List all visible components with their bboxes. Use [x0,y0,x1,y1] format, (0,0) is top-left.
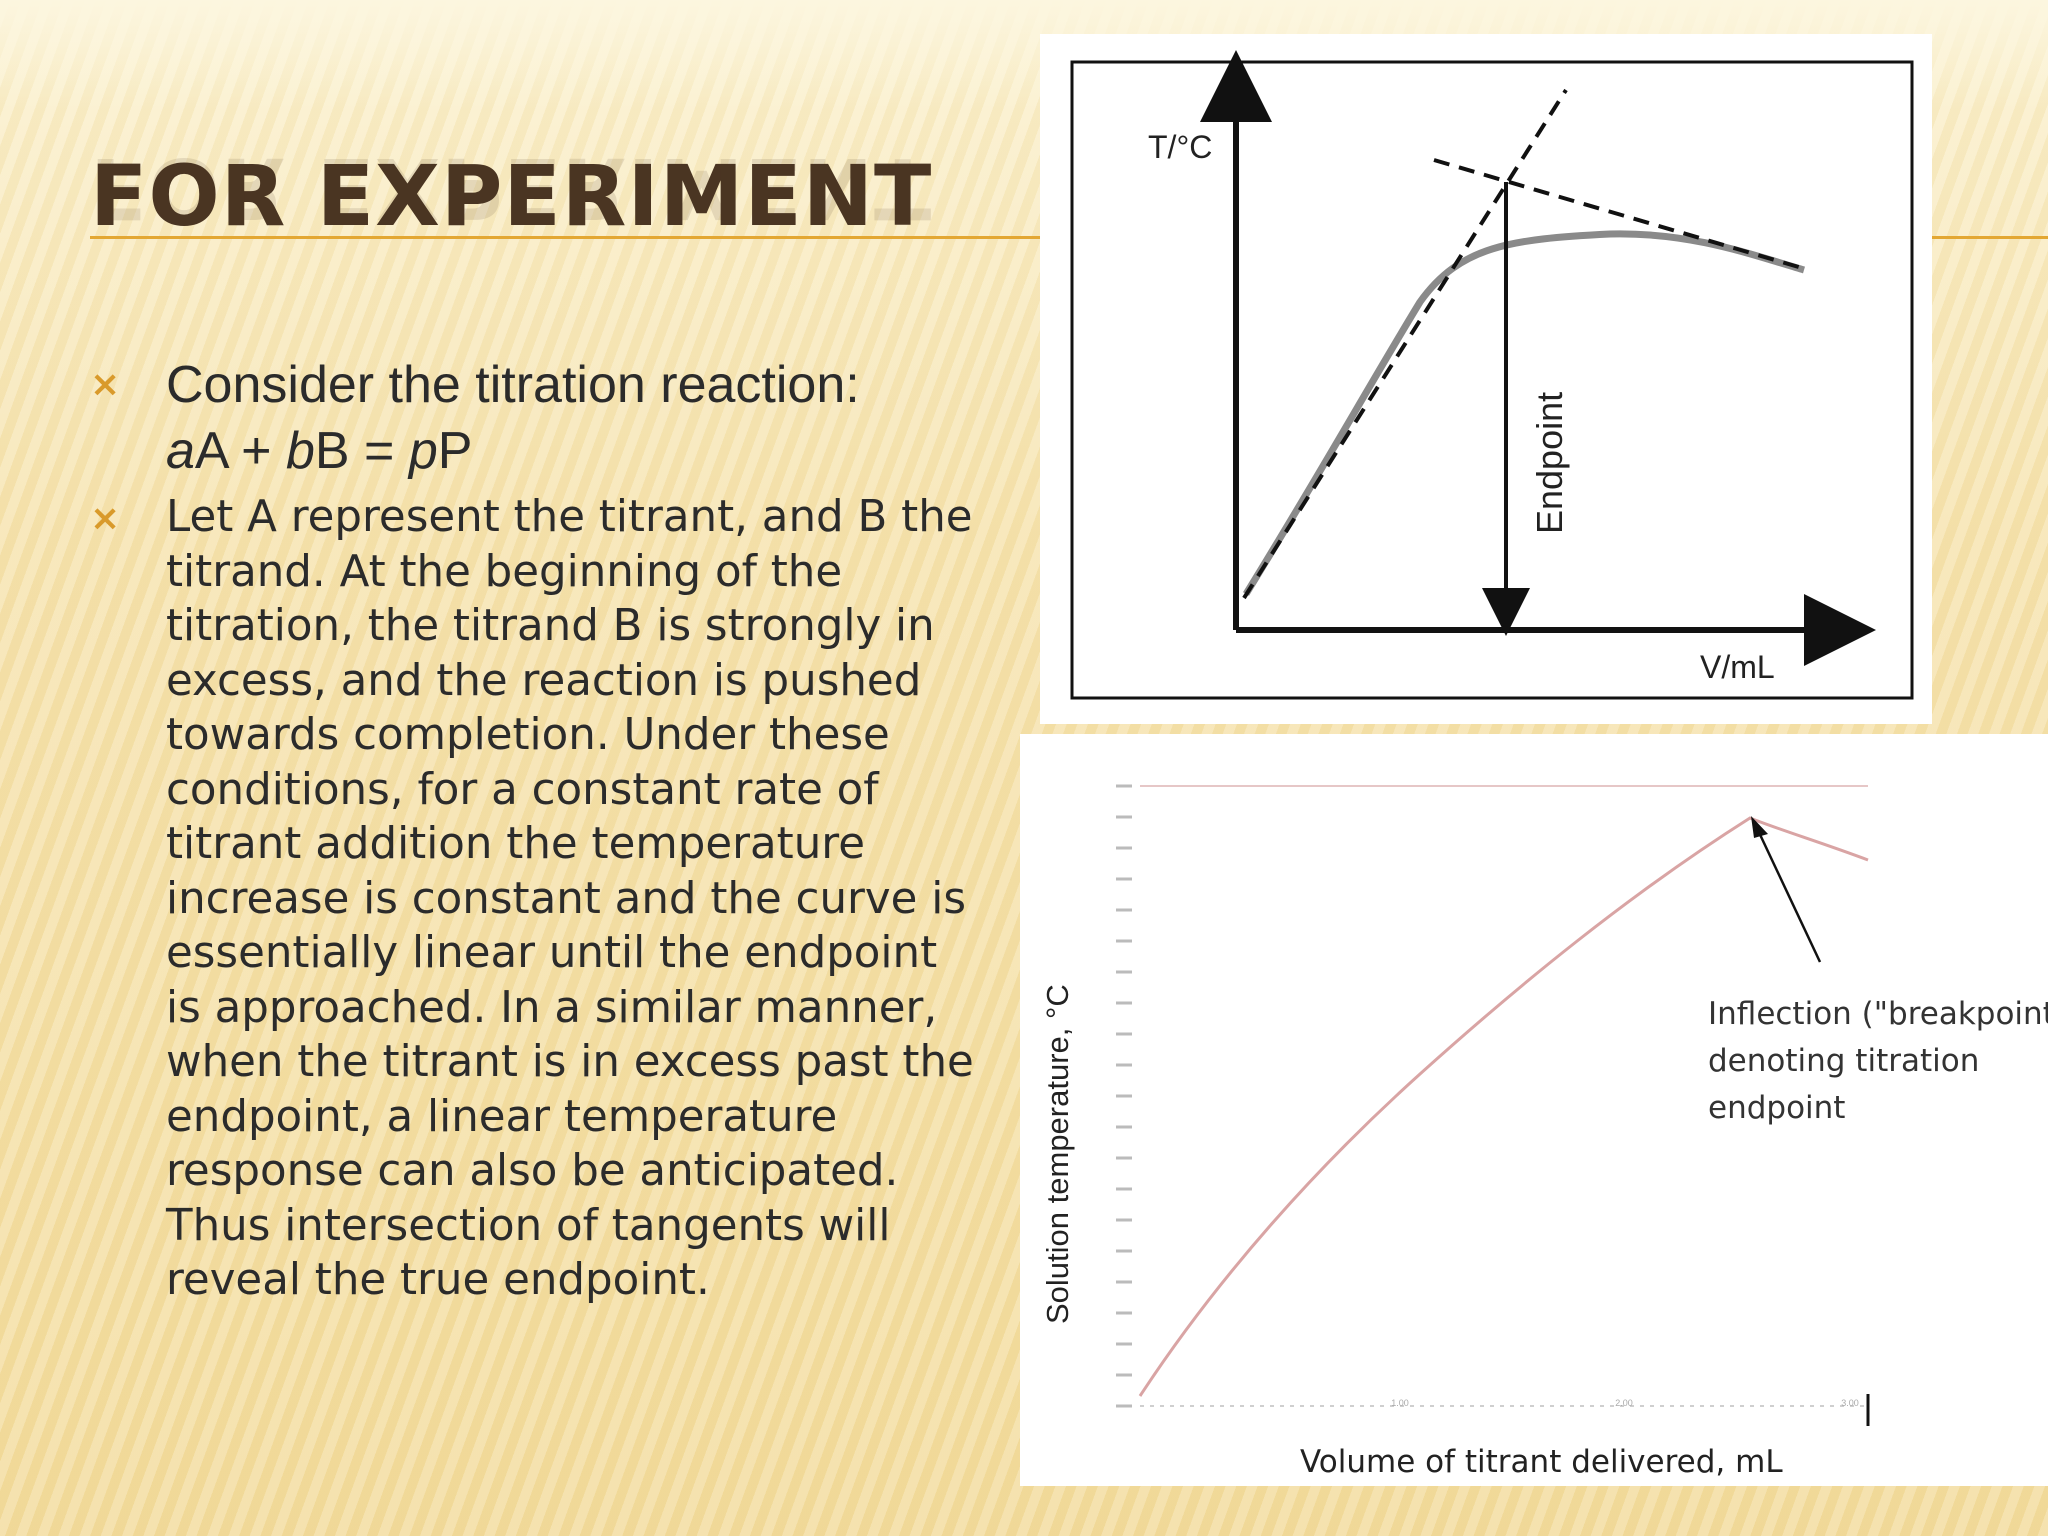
text-line: titration, the titrand B is strongly in [166,601,935,651]
annotation-line: endpoint [1708,1090,1845,1126]
text-line: essentially linear until the endpoint [166,928,938,978]
bullet-item-reaction: × Consider the titration reaction: aA + … [90,352,1040,484]
bullet-list: × Consider the titration reaction: aA + … [90,352,1040,1308]
text-line: titrant addition the temperature [166,819,865,869]
species-b: B = [314,422,409,480]
coef-a: a [166,422,195,480]
temperature-series [1138,816,1869,1397]
tangent-line-1 [1242,88,1568,600]
text-line: response can also be anticipated. [166,1146,899,1196]
coef-p: p [408,422,438,480]
endpoint-label: Endpoint [1529,392,1570,534]
annotation-line: denoting titration [1708,1043,1979,1079]
text-line: increase is constant and the curve is [166,873,967,924]
text-line: endpoint, a linear temperature [166,1091,838,1142]
species-a: A + [194,422,286,480]
y-axis-label: T/°C [1148,129,1212,165]
bullet-item-explanation: × Let A represent the titrant, and B the… [90,490,1040,1308]
bullet-text: Consider the titration reaction: [166,356,860,414]
bullet-marker-icon: × [90,364,121,405]
reaction-equation: aA + bB = pP [166,418,1040,484]
x-tick-label: 3.00 [1841,1398,1859,1408]
annotation-line: Inflection ("breakpoint") [1708,996,2048,1032]
chart-temperature-panel: 1.00 2.00 3.00 Inflection ("breakpoint")… [1020,734,2048,1486]
chart-temperature: 1.00 2.00 3.00 Inflection ("breakpoint")… [1040,784,2048,1480]
breakpoint-arrowhead [1751,816,1768,838]
x-axis-label: Volume of titrant delivered, mL [1300,1444,1783,1480]
bullet-paragraph: Let A represent the titrant, and B the t… [166,490,1040,1308]
x-axis-label: V/mL [1700,649,1775,685]
tangent-line-2 [1433,158,1803,270]
coef-b: b [286,422,315,480]
chart-schematic: T/°C V/mL Endpoint [1070,50,1914,700]
breakpoint-arrow-line [1754,825,1822,963]
bullet-marker-icon: × [90,498,121,539]
text-line: excess, and the reaction is pushed [166,655,922,706]
y-axis-label: Solution temperature, °C [1040,984,1075,1324]
species-p: P [437,422,473,480]
x-tick-label: 2.00 [1615,1398,1633,1408]
slide-title-reflection: FOR EXPERIMENT [90,139,933,237]
text-line: conditions, for a constant rate of [166,764,879,815]
slide-title: FOR EXPERIMENT [90,147,933,245]
chart-schematic-panel: T/°C V/mL Endpoint [1040,34,1932,724]
text-line: Thus intersection of tangents will [166,1200,891,1251]
y-tick-marks [1116,784,1132,1408]
temperature-curve [1243,230,1805,596]
x-tick-label: 1.00 [1391,1398,1409,1408]
text-line: reveal the true endpoint. [166,1255,710,1305]
chart-frame [1070,60,1914,700]
text-line: titrand. At the beginning of the [166,546,843,597]
text-line: is approached. In a similar manner, [166,982,938,1033]
text-line: when the titrant is in excess past the [166,1037,974,1087]
text-line: towards completion. Under these [166,710,890,760]
text-line: Let A represent the titrant, and B the [166,492,973,542]
